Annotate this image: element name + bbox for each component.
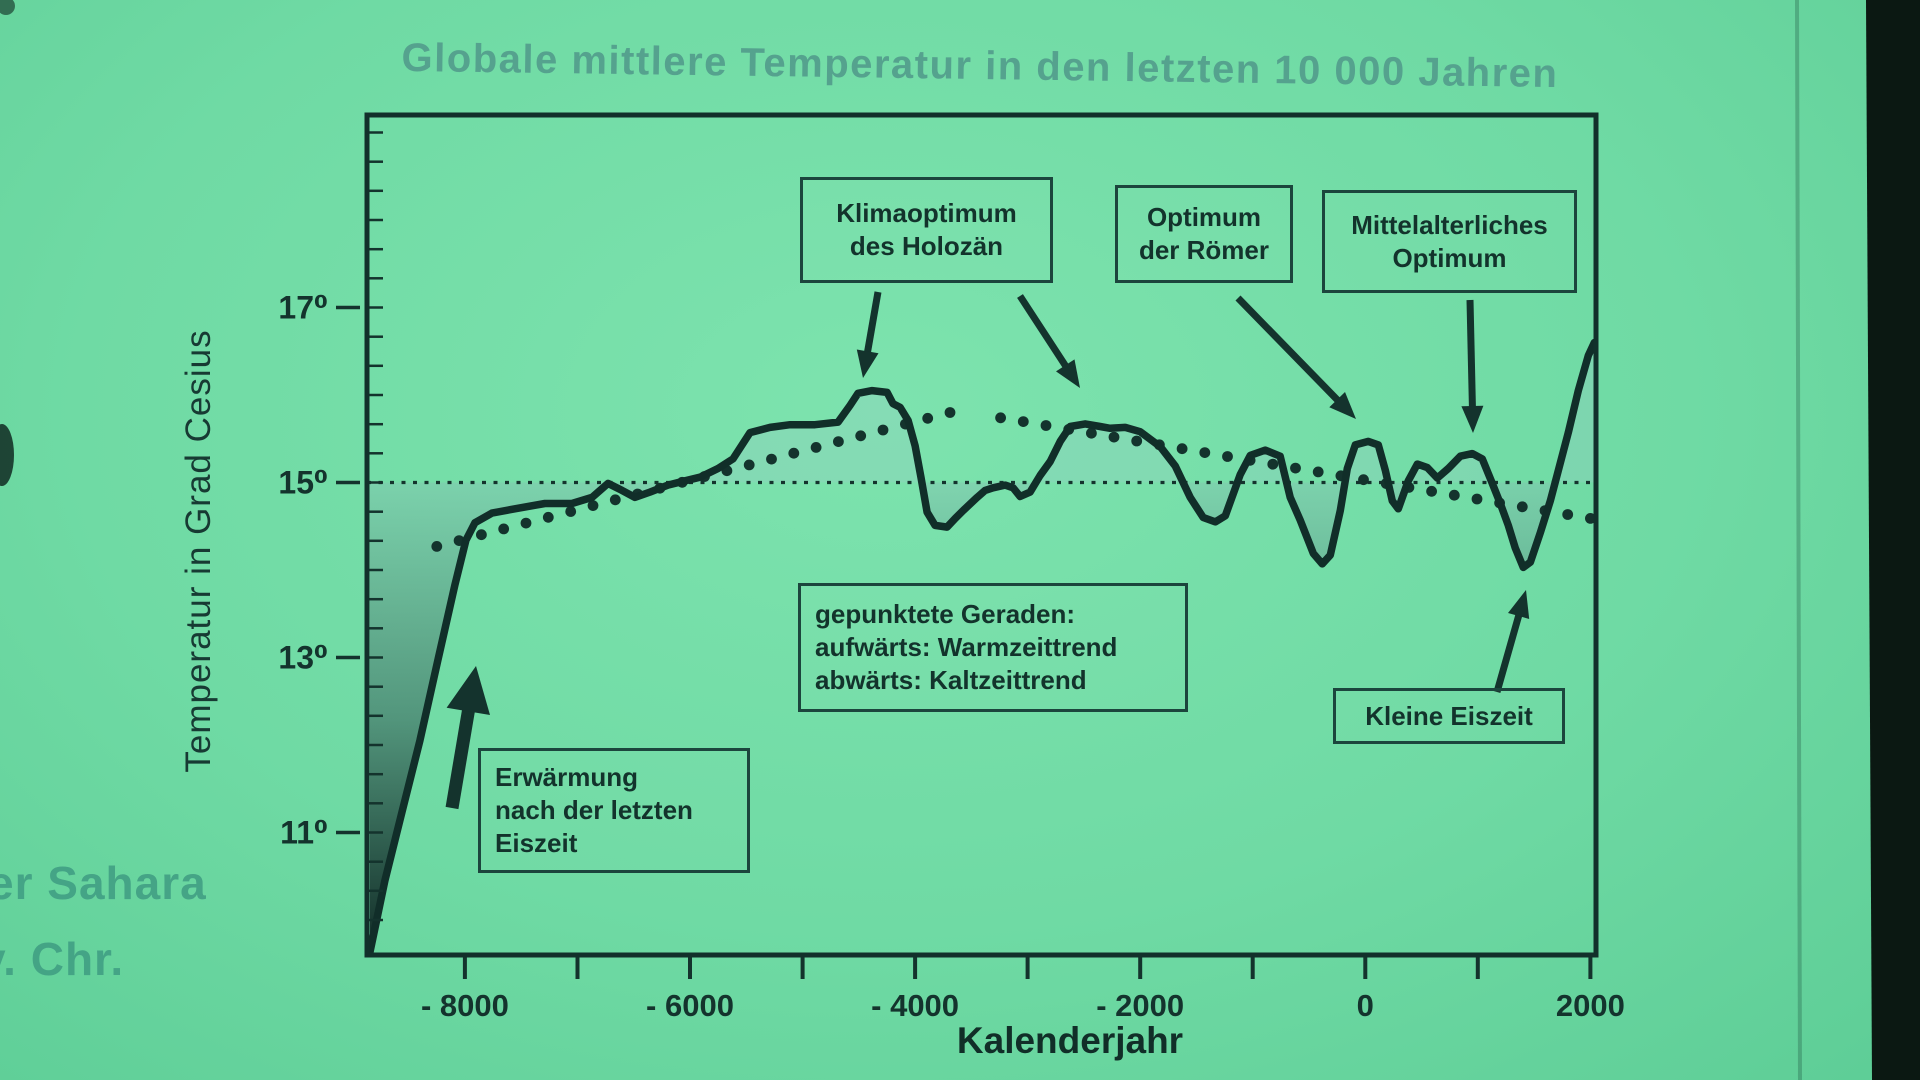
y-tick-label: 17⁰	[278, 290, 328, 326]
arrow-head	[1056, 359, 1080, 388]
annotation-box-trend-legende: gepunktete Geraden: aufwärts: Warmzeittre…	[798, 583, 1188, 712]
trend-dot	[609, 494, 621, 506]
trend-dot	[1448, 489, 1460, 501]
y-tick-label: 11⁰	[280, 815, 328, 851]
photo-corner-speck	[0, 0, 15, 15]
trend-dot	[944, 407, 956, 418]
arrow-shaft	[1493, 611, 1524, 693]
x-tick-label: - 2000	[1096, 988, 1184, 1023]
y-axis-title: Temperatur in Grad Cesius	[179, 329, 218, 773]
plot-border	[364, 112, 1599, 958]
arrow-shaft	[863, 291, 882, 356]
annotation-line: nach der letzten	[495, 795, 693, 826]
trend-dot	[810, 442, 822, 453]
arrow-head	[446, 666, 490, 715]
y-minor-ticks	[367, 131, 383, 922]
trend-dot	[498, 523, 510, 535]
trend-dot	[587, 500, 599, 511]
warm-trend-dots	[431, 407, 956, 552]
y-tick-label: 15⁰	[278, 465, 328, 501]
annotation-line: gepunktete Geraden:	[815, 599, 1076, 630]
arrow-head	[856, 349, 879, 378]
warming-arrow	[445, 666, 490, 810]
x-tick-label: - 4000	[871, 988, 959, 1023]
temperature-curve	[366, 338, 1599, 957]
trend-dot	[1516, 501, 1528, 513]
arrow-head	[1508, 590, 1530, 619]
trend-dot	[877, 424, 889, 436]
arrow-head	[1329, 392, 1356, 419]
screen-seam	[1795, 0, 1802, 1080]
arrow-shaft	[445, 706, 476, 810]
trend-dot	[855, 430, 867, 442]
annotation-box-kleine-eiszeit: Kleine Eiszeit	[1333, 688, 1565, 744]
annotation-arrow	[1461, 299, 1484, 433]
trend-dot	[1267, 458, 1279, 470]
annotation-line: Optimum	[1146, 202, 1262, 233]
trend-dot	[1040, 420, 1052, 431]
trend-dot	[520, 517, 532, 529]
arrow-shaft	[1466, 299, 1476, 411]
trend-dot	[1199, 447, 1211, 458]
trend-dot	[431, 541, 443, 552]
annotation-box-klimaoptimum-holozaen: Klimaoptimum des Holozän	[800, 177, 1053, 283]
annotation-arrow	[1235, 295, 1356, 419]
trend-dot	[743, 459, 755, 471]
annotation-arrow	[1493, 590, 1530, 693]
trend-dot	[1108, 431, 1120, 443]
trend-dot	[922, 412, 934, 424]
trend-dot	[1222, 451, 1233, 462]
photo-left-notch	[0, 424, 14, 486]
annotation-box-optimum-roemer: Optimum der Römer	[1115, 185, 1293, 283]
trend-dot	[1358, 474, 1369, 486]
annotation-box-mittelalterliches-optimum: Mittelalterliches Optimum	[1322, 190, 1577, 293]
trend-dot	[565, 506, 577, 517]
trend-dot	[1017, 416, 1029, 427]
photo-dark-edge	[1866, 0, 1920, 1080]
x-tick-label: 0	[1357, 988, 1374, 1023]
annotation-box-erwaermung-eiszeit: Erwärmung nach der letzten Eiszeit	[478, 748, 750, 873]
trend-dot	[542, 511, 554, 523]
x-tick-label: - 8000	[421, 988, 509, 1023]
trend-dot	[833, 436, 844, 447]
annotation-line: Kleine Eiszeit	[1365, 700, 1533, 731]
trend-dot	[1312, 466, 1324, 478]
annotation-arrow	[1017, 294, 1080, 388]
cutoff-text-chr: v. Chr.	[0, 933, 125, 985]
annotation-line: Klimaoptimum	[836, 198, 1017, 229]
arrow-shaft	[1017, 294, 1071, 371]
trend-dot	[1585, 513, 1596, 524]
trend-dot	[788, 447, 800, 459]
annotation-line: Eiszeit	[495, 827, 578, 858]
x-tick-label: 2000	[1556, 988, 1625, 1023]
x-axis-title: Kalenderjahr	[956, 1020, 1184, 1061]
x-ticks	[462, 955, 1593, 979]
trend-dot	[1086, 427, 1097, 439]
trend-dot	[766, 453, 777, 465]
annotation-line: Erwärmung	[495, 762, 639, 793]
annotation-line: der Römer	[1138, 235, 1270, 265]
annotation-line: abwärts: Kaltzeittrend	[815, 664, 1087, 695]
cutoff-text-sahara: er Sahara	[0, 857, 207, 909]
x-tick-label: - 6000	[646, 988, 734, 1023]
annotation-line: des Holozän	[849, 231, 1004, 261]
arrow-shaft	[1235, 295, 1343, 405]
annotation-line: Mittelalterliches	[1351, 209, 1548, 240]
trend-dot	[1290, 462, 1301, 474]
trend-dot	[1426, 485, 1437, 497]
annotation-arrow	[856, 291, 882, 378]
trend-dot	[1131, 435, 1143, 447]
trend-dot	[476, 529, 487, 541]
annotation-line: aufwärts: Warmzeittrend	[815, 632, 1118, 663]
annotation-line: Optimum	[1392, 242, 1507, 273]
trend-dot	[995, 412, 1006, 424]
trend-dot	[1471, 493, 1483, 505]
trend-dot	[1562, 509, 1574, 520]
trend-dot	[1176, 443, 1188, 455]
y-tick-label: 13⁰	[278, 640, 328, 676]
arrow-head	[1461, 405, 1484, 433]
